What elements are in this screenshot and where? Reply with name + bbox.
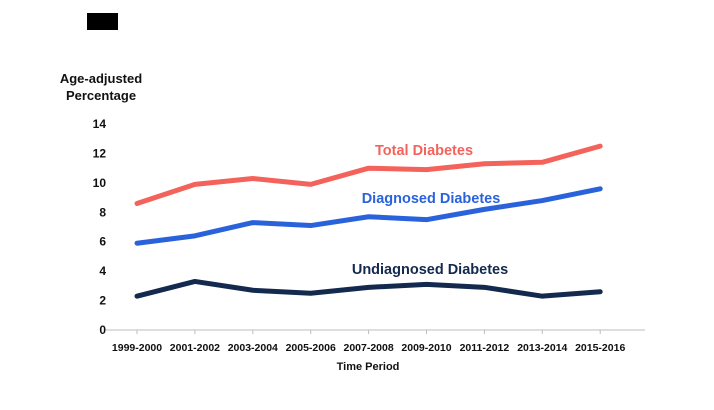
y-tick-label: 2 <box>99 294 106 308</box>
x-axis-title: Time Period <box>336 361 400 373</box>
series-line-total-diabetes <box>134 143 603 206</box>
y-tick-label: 6 <box>99 235 106 249</box>
y-tick-label: 4 <box>99 264 106 278</box>
x-tick-label: 2011-2012 <box>460 342 510 354</box>
x-tick-label: 2005-2006 <box>286 342 336 354</box>
x-tick-label: 2007-2008 <box>343 342 393 354</box>
series-line-diagnosed-diabetes <box>134 186 603 246</box>
x-tick-label: 2015-2016 <box>575 342 625 354</box>
y-axis-title-line2: Percentage <box>65 88 137 103</box>
x-tick-label: 2003-2004 <box>228 342 278 354</box>
x-tick-label: 2001-2002 <box>170 342 220 354</box>
y-axis-title: Age-adjusted Percentage <box>55 70 147 104</box>
y-axis-title-line1: Age-adjusted <box>59 71 143 86</box>
series-label-diagnosed-diabetes: Diagnosed Diabetes <box>362 191 501 207</box>
x-tick-label: 2009-2010 <box>401 342 451 354</box>
y-tick-label: 10 <box>93 176 107 190</box>
series-label-undiagnosed-diabetes: Undiagnosed Diabetes <box>352 262 508 278</box>
y-tick-label: 0 <box>99 323 106 337</box>
top-left-block <box>87 13 118 30</box>
y-tick-label: 14 <box>93 117 107 131</box>
x-tick-label: 1999-2000 <box>112 342 162 354</box>
y-tick-label: 8 <box>99 205 106 219</box>
y-tick-label: 12 <box>93 146 107 160</box>
series-line-undiagnosed-diabetes <box>134 278 603 299</box>
series-label-total-diabetes: Total Diabetes <box>375 143 473 159</box>
x-tick-label: 2013-2014 <box>517 342 567 354</box>
